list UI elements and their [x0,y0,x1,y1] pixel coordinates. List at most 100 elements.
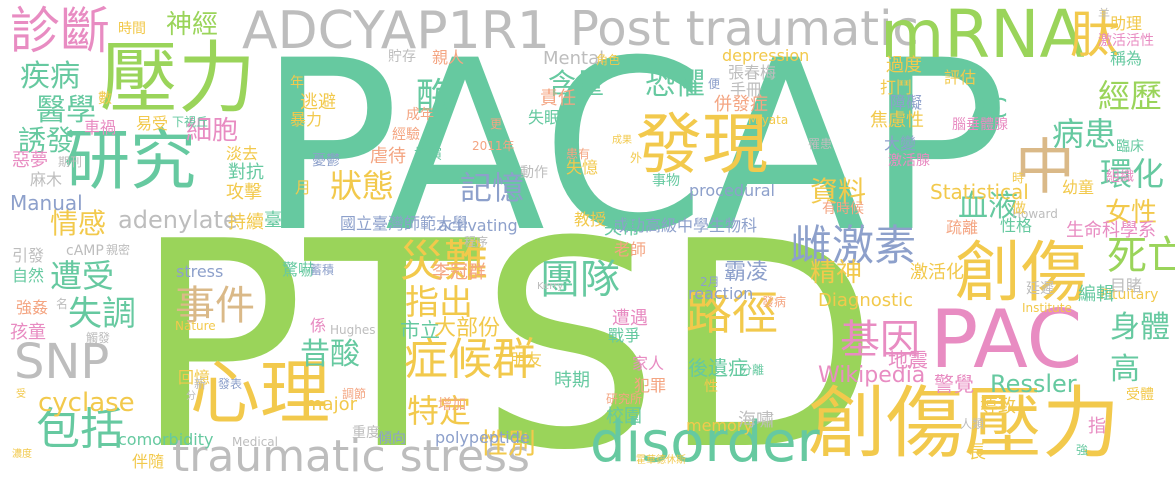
cloud-word: 記憶 [460,169,525,207]
cloud-word: memory [686,416,753,435]
cloud-word: 患有 [566,147,591,161]
cloud-word: 併發症 [714,94,768,115]
cloud-word: 引發 [12,246,45,265]
cloud-word: 病患 [1052,115,1117,153]
cloud-word: 地震 [888,348,928,372]
cloud-word: 精神 [810,258,863,288]
cloud-word: 扮演 [414,147,442,163]
cloud-word: depression [722,46,810,65]
cloud-word: 長 [968,442,986,463]
cloud-word: Institute [1022,301,1072,315]
cloud-word: 指出 [405,283,473,323]
cloud-word: 經驗 [392,127,420,143]
cloud-word: 情感 [50,207,107,240]
cloud-word: 暴力 [290,110,323,129]
cloud-word: 驚嚇 [282,260,315,279]
cloud-word: 大部份 [434,316,501,341]
cloud-word: 外 [630,151,643,165]
cloud-word: 朋友 [510,350,543,369]
cloud-word: 便 [708,77,721,91]
cloud-word: 成功高級中學生物科 [613,216,758,235]
cloud-word: 疏離 [946,218,979,237]
cloud-word: 大變 [884,134,917,153]
cloud-word: 車禍 [84,118,117,137]
cloud-word: 家人 [632,354,665,373]
cloud-word: 張春梅 [728,63,777,82]
cloud-word: 李冠群 [432,262,486,283]
cloud-word: 海嘯 [738,410,774,431]
cloud-word: 受體 [1126,387,1154,403]
cloud-word: 基因 [840,317,920,363]
cloud-word: Wikipedia [818,363,926,388]
cloud-word: 醫學 [36,93,96,128]
cloud-word: 昔酸 [300,337,360,372]
cloud-word: Statistical [930,180,1029,204]
cloud-word: Mental [543,48,605,69]
cloud-word: 編輯 [1078,284,1114,305]
cloud-word: 警覺 [934,372,974,396]
cloud-word: 發表 [218,377,243,391]
cloud-word: 環化 [1100,155,1165,193]
cloud-word: cAMP [66,243,104,259]
cloud-word: 2011年 [472,139,515,153]
cloud-word: mRNA [880,0,1085,73]
cloud-word: 罹患 [808,137,833,151]
cloud-word: 包括 [36,404,124,455]
cloud-word: 含量 [548,67,605,100]
cloud-word: 女性 [1105,198,1158,228]
cloud-word: 助理 [1110,14,1143,33]
cloud-word: 強 [1076,443,1089,457]
cloud-word: 易受 [136,114,169,133]
cloud-word: 失常 [604,218,640,239]
cloud-word: 惡夢 [12,150,48,171]
cloud-word: polypeptide [435,428,530,447]
cloud-word: 診斷 [10,2,110,60]
cloud-word: PACAP [258,11,1008,284]
cloud-word: activating [438,216,518,235]
cloud-word: 臨床 [1116,139,1144,155]
cloud-word: 失調 [68,294,136,334]
cloud-word: 腦垂體腺 [952,117,1008,133]
cloud-word: Pituitary [1100,287,1159,303]
cloud-word: 虐待 [370,146,406,167]
cloud-word: 神經 [166,10,219,40]
cloud-word: 老師 [614,240,647,259]
cloud-word: 強姦 [16,298,49,317]
cloud-word: 自然 [12,266,45,285]
cloud-word: 國立臺灣師範大學 [340,214,469,233]
cloud-word: 責任 [540,88,576,109]
cloud-word: 肽 [1070,6,1120,64]
cloud-word: 程序 [464,235,489,249]
cloud-word: 調節 [342,387,367,401]
cloud-word: 犯罪 [634,376,667,395]
cloud-word: 名 [56,297,69,311]
cloud-word: 延遲 [1026,281,1054,297]
cloud-word: 幼童 [1062,178,1095,197]
cloud-word: 成果 [612,135,632,146]
cloud-word: comorbidity [118,430,214,449]
cloud-word: 遭受 [50,257,115,295]
cloud-word: 生命科學系 [1066,220,1156,241]
cloud-word: Post traumatic [570,1,919,57]
cloud-word: Nature [175,319,216,333]
cloud-word: PTSD [133,181,880,482]
cloud-word: 激活腺 [888,153,930,169]
cloud-word: 遭遇 [612,308,648,329]
cloud-word: Howard [1012,207,1058,221]
cloud-word: 特定 [407,392,472,430]
cloud-word: 動作 [520,165,548,181]
cloud-word: 分離 [740,363,765,377]
cloud-word: 市立 [400,318,440,342]
cloud-word: 心理 [190,352,330,434]
cloud-word: 高 [1110,352,1140,387]
cloud-word: 憂鬱 [312,153,340,169]
cloud-word: 親密 [106,243,131,257]
cloud-word: 戰爭 [608,326,641,345]
cloud-word: 年 [290,75,304,91]
cloud-word: 期刊 [58,155,83,169]
cloud-word: Manual [10,191,83,215]
cloud-word: Hughes [330,323,376,337]
cloud-word: 性 [704,379,718,395]
cloud-word: 回憶 [178,368,211,387]
